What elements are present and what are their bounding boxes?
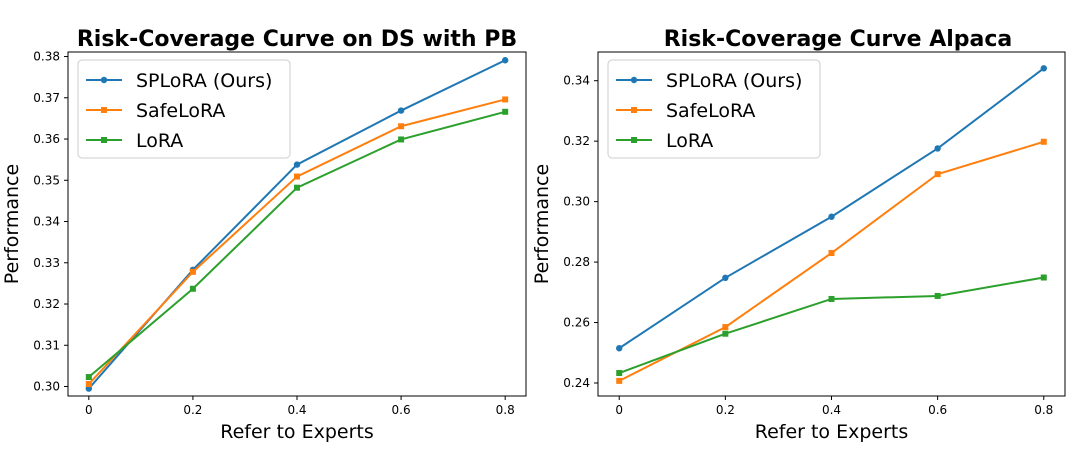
y-tick-label: 0.37: [33, 91, 60, 105]
data-point: [1040, 65, 1047, 72]
data-point: [502, 96, 509, 103]
series-lora: [85, 108, 509, 381]
data-point: [722, 324, 729, 331]
data-point: [398, 136, 405, 143]
legend-box: [607, 59, 821, 159]
data-point: [501, 57, 509, 64]
legend-entry-lora: LoRA: [616, 130, 713, 152]
data-point: [85, 381, 92, 388]
data-point: [934, 145, 941, 152]
chart-title: Risk-Coverage Curve Alpaca: [664, 27, 1013, 52]
legend-marker: [100, 76, 108, 84]
data-point: [828, 295, 835, 302]
legend-label: SPLoRA (Ours): [136, 70, 272, 92]
legend-label: LoRA: [666, 130, 713, 152]
data-point: [398, 123, 405, 130]
x-tick-label: 0: [615, 403, 623, 417]
y-tick-label: 0.34: [33, 215, 60, 229]
data-point: [934, 171, 941, 178]
data-point: [828, 250, 835, 257]
legend-entry-splora-ours: SPLoRA (Ours): [86, 70, 272, 92]
data-point: [616, 377, 623, 384]
y-tick-label: 0.32: [563, 134, 590, 148]
data-point: [828, 213, 835, 220]
series-safelora: [616, 138, 1047, 384]
data-point: [397, 107, 405, 114]
legend-entry-lora: LoRA: [86, 130, 183, 152]
series-lora: [616, 274, 1047, 377]
data-point: [293, 161, 301, 168]
legend-marker: [630, 76, 638, 84]
y-tick-label: 0.34: [563, 74, 590, 88]
y-tick-label: 0.31: [33, 338, 60, 352]
x-axis-label: Refer to Experts: [755, 421, 909, 443]
x-tick-label: 0.8: [496, 403, 515, 417]
legend-marker: [631, 107, 637, 113]
y-tick-label: 0.33: [33, 256, 60, 270]
chart-panel-2: Risk-Coverage Curve Alpaca 0 0.2 0.4 0.6 0.8 0…: [531, 27, 1066, 443]
legend-label: LoRA: [136, 130, 183, 152]
data-point: [616, 345, 623, 352]
data-point: [616, 370, 623, 377]
data-point: [934, 292, 941, 299]
series-safelora: [85, 96, 509, 388]
y-tick-label: 0.35: [33, 173, 60, 187]
x-tick-label: 0.4: [287, 403, 306, 417]
legend: SPLoRA (Ours) SafeLoRA LoRA: [77, 59, 291, 159]
legend-marker: [631, 137, 637, 143]
y-axis-label: Performance: [1, 164, 23, 284]
data-point: [189, 285, 196, 292]
y-tick-label: 0.36: [33, 132, 60, 146]
x-tick-label: 0.6: [928, 403, 947, 417]
y-tick-label: 0.26: [563, 316, 590, 330]
data-point: [1040, 274, 1047, 281]
data-point: [189, 268, 196, 275]
data-point: [294, 184, 300, 191]
y-tick-label: 0.24: [563, 376, 590, 390]
data-point: [722, 330, 729, 337]
y-tick-label: 0.30: [563, 195, 590, 209]
chart-title: Risk-Coverage Curve on DS with PB: [77, 27, 517, 52]
y-tick-label: 0.28: [563, 255, 590, 269]
data-point: [722, 274, 729, 282]
series-splora-ours: [616, 65, 1047, 352]
legend-marker: [101, 107, 107, 113]
data-point: [502, 108, 509, 115]
x-axis-label: Refer to Experts: [220, 421, 374, 443]
data-point: [294, 173, 300, 180]
x-tick-label: 0.2: [183, 403, 202, 417]
x-tick-label: 0.6: [392, 403, 411, 417]
x-tick-label: 0.4: [822, 403, 841, 417]
legend-label: SPLoRA (Ours): [666, 70, 802, 92]
chart-panel-1: Risk-Coverage Curve on DS with PB 0 0.2 0.4…: [1, 27, 527, 443]
legend-entry-safelora: SafeLoRA: [616, 100, 755, 122]
x-tick-label: 0: [85, 403, 93, 417]
legend-marker: [101, 137, 107, 143]
x-tick-label: 0.8: [1034, 403, 1053, 417]
y-tick-label: 0.32: [33, 297, 60, 311]
legend-box: [77, 59, 291, 159]
y-tick-label: 0.30: [33, 380, 60, 394]
series-line: [618, 140, 1045, 382]
legend-entry-splora-ours: SPLoRA (Ours): [616, 70, 802, 92]
x-tick-label: 0.2: [716, 403, 735, 417]
legend-label: SafeLoRA: [136, 100, 225, 122]
data-point: [1040, 138, 1047, 145]
y-tick-label: 0.38: [33, 50, 60, 64]
series-line: [618, 276, 1044, 374]
legend: SPLoRA (Ours) SafeLoRA LoRA: [607, 59, 821, 159]
legend-entry-safelora: SafeLoRA: [86, 100, 225, 122]
data-point: [85, 374, 92, 381]
legend-label: SafeLoRA: [666, 100, 755, 122]
y-axis-label: Performance: [531, 164, 553, 284]
